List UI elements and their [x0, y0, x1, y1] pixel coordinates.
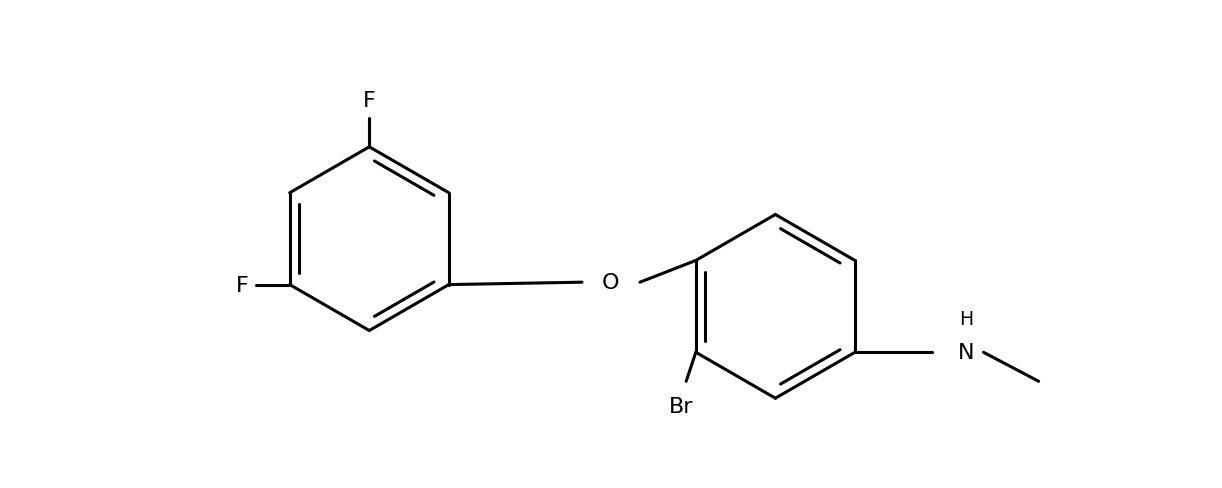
- Text: O: O: [602, 273, 620, 293]
- Text: H: H: [959, 309, 973, 328]
- Text: F: F: [236, 275, 248, 295]
- Text: N: N: [958, 343, 974, 363]
- Text: Br: Br: [670, 396, 694, 416]
- Text: F: F: [363, 91, 375, 111]
